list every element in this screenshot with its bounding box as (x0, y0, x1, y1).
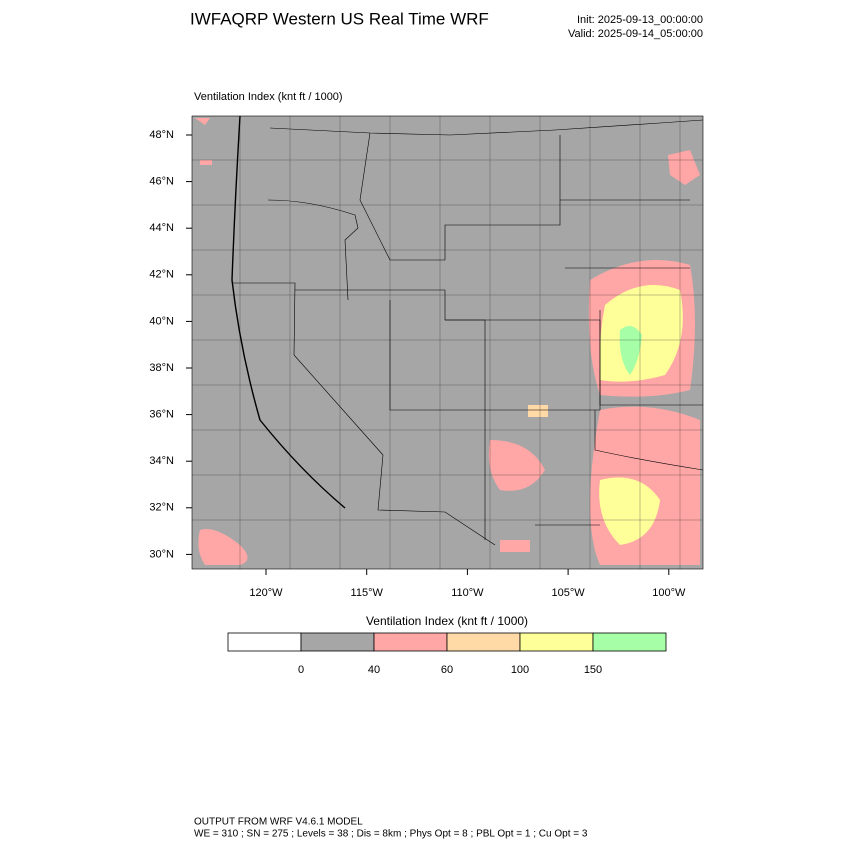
colorbar-box (592, 632, 667, 652)
lat-label: 36°N (149, 409, 174, 421)
legend-title: Ventilation Index (knt ft / 1000) (366, 614, 528, 628)
colorbar-tick-label: 100 (511, 664, 529, 676)
lat-label: 46°N (149, 176, 174, 188)
colorbar-box (300, 632, 375, 652)
map: 48°N 46°N 44°N 42°N 40°N 38°N 36°N 34°N 32°N 30°N… (149, 115, 704, 599)
lat-label: 34°N (149, 455, 174, 467)
lat-label: 44°N (149, 222, 174, 234)
state-borders (231, 115, 704, 546)
lat-label: 32°N (149, 502, 174, 514)
lat-label: 40°N (149, 315, 174, 327)
colorbar-box (519, 632, 594, 652)
lon-label: 105°W (552, 587, 586, 599)
lat-label: 42°N (149, 269, 174, 281)
colorbar-tick-label: 40 (368, 664, 380, 676)
lon-label: 115°W (351, 587, 384, 599)
valid-time: Valid: 2025-09-14_05:00:00 (568, 28, 703, 40)
colorbar-tick-label: 60 (441, 664, 453, 676)
colorbar-box (227, 632, 302, 652)
map-label: Ventilation Index (knt ft / 1000) (194, 91, 343, 103)
lon-labels: 120°W 115°W 110°W 105°W 100°W (249, 569, 686, 599)
colorbar-box (446, 632, 521, 652)
footer-line: WE = 310 ; SN = 275 ; Levels = 38 ; Dis … (194, 829, 588, 840)
init-time: Init: 2025-09-13_00:00:00 (577, 14, 703, 26)
lon-label: 120°W (249, 587, 283, 599)
lon-label: 110°W (451, 587, 484, 599)
colorbar-tick-label: 0 (298, 664, 304, 676)
colorbar-box (373, 632, 448, 652)
lon-label: 100°W (652, 587, 686, 599)
lat-labels: 48°N 46°N 44°N 42°N 40°N 38°N 36°N 34°N 32°N 30°N (149, 129, 192, 560)
lat-label: 38°N (149, 362, 174, 374)
title: IWFAQRP Western US Real Time WRF (190, 9, 489, 28)
colorbar-tick-label: 150 (584, 664, 602, 676)
lat-label: 30°N (149, 548, 174, 560)
map-frame (191, 115, 704, 570)
lat-label: 48°N (149, 129, 174, 141)
footer-line: OUTPUT FROM WRF V4.6.1 MODEL (194, 817, 363, 828)
field-patches (195, 118, 700, 565)
colorbar: 0 40 60 100 150 (227, 632, 667, 676)
